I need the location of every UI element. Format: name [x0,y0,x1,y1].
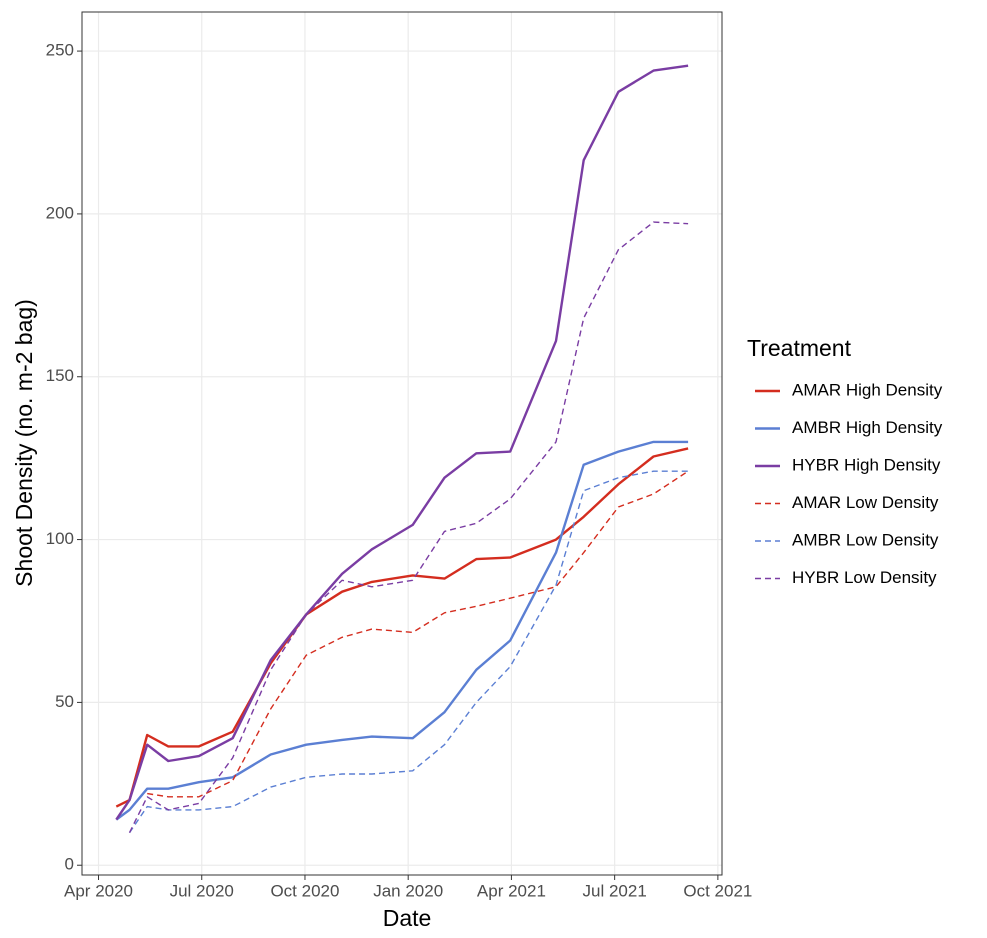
legend-label: AMAR Low Density [792,493,939,512]
y-tick-label: 100 [46,529,74,548]
x-tick-label: Jul 2020 [170,881,234,900]
x-tick-label: Oct 2021 [683,881,752,900]
x-tick-label: Jan 2020 [373,881,443,900]
x-tick-label: Apr 2021 [477,881,546,900]
series-line [128,221,689,834]
y-tick-label: 150 [46,366,74,385]
series-line [115,447,689,808]
legend-label: HYBR High Density [792,455,941,474]
plot-border [81,11,723,876]
series-line [115,440,689,821]
x-tick-label: Oct 2020 [270,881,339,900]
series-line [128,470,689,834]
series-line [115,64,689,821]
legend-label: HYBR Low Density [792,568,937,587]
y-tick-label: 50 [55,692,74,711]
x-axis-title: Date [383,905,432,931]
y-tick-label: 200 [46,203,74,222]
series-line [147,470,689,798]
y-axis-title: Shoot Density (no. m-2 bag) [11,299,37,587]
legend-label: AMAR High Density [792,380,943,399]
y-tick-label: 0 [65,855,74,874]
y-tick-label: 250 [46,41,74,60]
legend-label: AMBR High Density [792,418,943,437]
x-tick-label: Jul 2021 [583,881,647,900]
legend-title: Treatment [747,335,852,361]
x-tick-label: Apr 2020 [64,881,133,900]
legend-label: AMBR Low Density [792,530,939,549]
